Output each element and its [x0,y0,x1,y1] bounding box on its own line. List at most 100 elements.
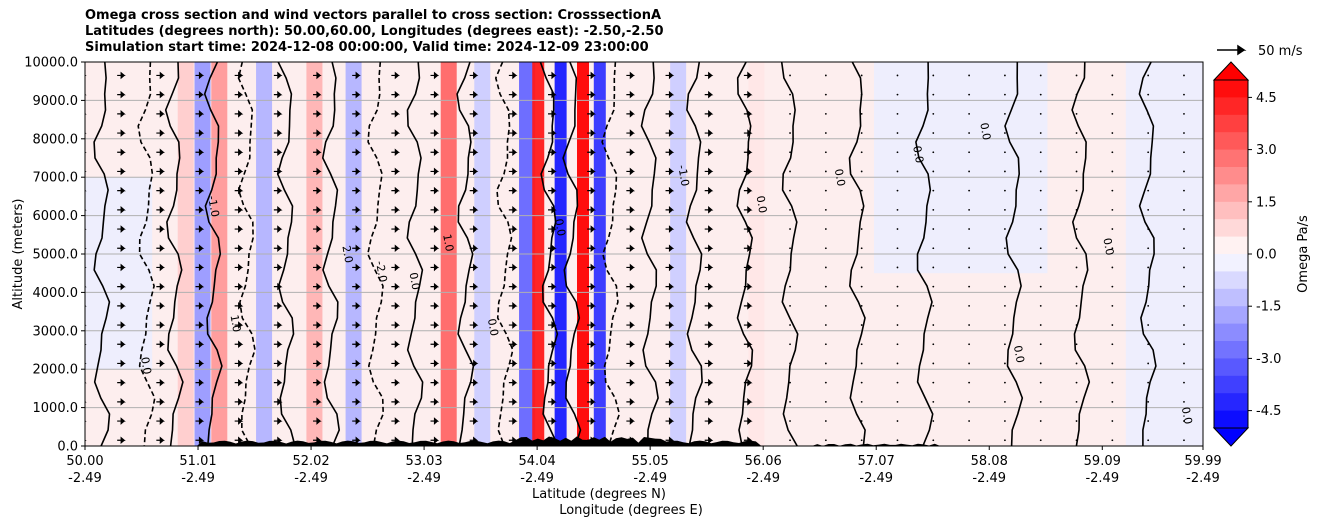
wind-vector [195,110,205,118]
wind-vector [1004,285,1006,288]
wind-vector [313,186,322,195]
wind-vector [1075,324,1078,326]
wind-vector [743,302,753,310]
wind-vector [548,282,557,291]
wind-vector [508,186,518,195]
wind-vector [1147,324,1150,326]
wind-vector [469,225,479,233]
wind-vector [824,400,827,403]
colorbar-segment [1214,323,1248,342]
wind-vector [469,206,479,214]
title-line-3: Simulation start time: 2024-12-08 00:00:… [85,40,649,55]
wind-vector [391,186,401,195]
wind-vector [1075,74,1078,77]
wind-vector [1183,266,1185,269]
wind-vector [860,208,863,211]
x-tick-label-lat: 52.02 [292,454,329,469]
wind-vector [195,263,205,272]
wind-vector [789,93,791,96]
colorbar-segment [1214,358,1248,377]
wind-vector [860,112,863,115]
wind-vector [896,439,899,442]
wind-vector [1075,228,1078,230]
wind-vector [704,398,714,406]
wind-vector [704,340,714,349]
wind-vector [391,244,401,253]
wind-vector [824,266,827,269]
wind-vector [430,302,440,310]
wind-vector [743,378,753,387]
wind-vector [234,225,244,233]
wind-vector [1004,208,1006,211]
x-tick-label-lon: -2.49 [859,471,893,486]
wind-vector [968,228,971,230]
wind-vector [117,398,126,406]
wind-vector [626,90,636,99]
wind-vector [1111,304,1114,307]
wind-vector [508,378,518,387]
wind-vector [824,420,827,422]
wind-vector [932,132,935,134]
wind-vector [1147,208,1150,211]
wind-vector [469,110,479,118]
colorbar-segment [1214,254,1248,272]
wind-vector [1183,400,1185,403]
wind-vector [1075,439,1078,442]
title-line-1: Omega cross section and wind vectors par… [85,8,662,23]
wind-vector [704,110,714,118]
y-tick-label: 8000.0 [33,132,79,147]
colorbar-segment [1214,306,1248,325]
quiver-key-label: 50 m/s [1258,44,1303,59]
wind-vector [1004,439,1006,442]
wind-vector [234,398,244,406]
wind-vector [896,362,899,365]
wind-vector [234,263,244,272]
wind-vector [273,244,283,253]
wind-vector [1039,132,1042,134]
wind-vector [85,439,87,442]
wind-vector [195,282,205,291]
wind-vector [1183,362,1185,365]
wind-vector [704,90,714,99]
wind-vector [704,417,714,425]
wind-vector [1147,151,1150,154]
wind-vector [195,436,205,445]
wind-vector [968,266,971,269]
wind-vector [195,148,205,157]
wind-vector [195,398,205,406]
wind-vector [626,321,636,329]
wind-vector [352,321,361,329]
wind-vector [1183,228,1185,230]
wind-vector [789,439,791,442]
wind-vector [860,420,863,422]
wind-vector [156,340,165,349]
wind-vector [195,378,205,387]
wind-vector [391,167,401,176]
wind-vector [352,148,361,157]
wind-vector [430,359,440,368]
wind-vector [85,247,87,250]
contour-label: 1.0 [440,233,456,252]
wind-vector [85,74,87,77]
wind-vector [469,359,479,368]
wind-vector [117,129,126,137]
wind-vector [156,436,165,445]
wind-vector [195,359,205,368]
wind-vector [896,247,899,250]
wind-vector [548,206,557,214]
wind-vector [932,420,935,422]
wind-vector [117,186,126,195]
wind-vector [313,378,322,387]
wind-vector [704,167,714,176]
wind-vector [234,90,244,99]
wind-vector [234,244,244,253]
contour-line [164,62,184,446]
wind-vector [1004,266,1006,269]
wind-vector [234,321,244,329]
wind-vector [824,381,827,384]
wind-vector [85,420,87,422]
wind-vector [195,225,205,233]
wind-vector [896,400,899,403]
wind-vector [508,129,518,137]
wind-vector [789,132,791,134]
